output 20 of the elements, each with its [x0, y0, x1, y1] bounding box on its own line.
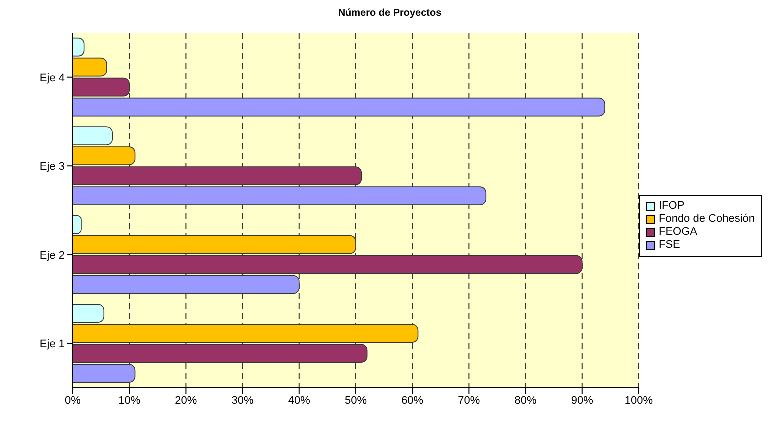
- x-tick-label: 100%: [624, 394, 654, 407]
- x-tick-label: 10%: [118, 394, 141, 407]
- y-tick-label: Eje 2: [40, 250, 65, 262]
- y-tick-label: Eje 3: [40, 161, 65, 174]
- x-tick-label: 40%: [288, 394, 311, 407]
- x-tick-label: 90%: [571, 394, 594, 407]
- y-tick-label: Eje 1: [40, 338, 65, 351]
- chart-title: Número de Proyectos: [337, 8, 443, 19]
- x-tick-label: 0%: [65, 394, 82, 407]
- legend-label: IFOP: [658, 200, 685, 212]
- x-tick-label: 50%: [344, 394, 368, 407]
- x-tick-label: 70%: [458, 394, 480, 407]
- y-tick-label: Eje 4: [40, 72, 65, 84]
- x-tick-label: 30%: [232, 394, 254, 407]
- x-tick-label: 60%: [402, 394, 424, 407]
- legend-label: FSE: [658, 238, 680, 252]
- legend-label: Fondo de Cohesión: [658, 212, 755, 226]
- x-tick-label: 80%: [514, 394, 538, 407]
- x-tick-label: 20%: [175, 394, 198, 407]
- legend-label: FEOGA: [658, 226, 698, 238]
